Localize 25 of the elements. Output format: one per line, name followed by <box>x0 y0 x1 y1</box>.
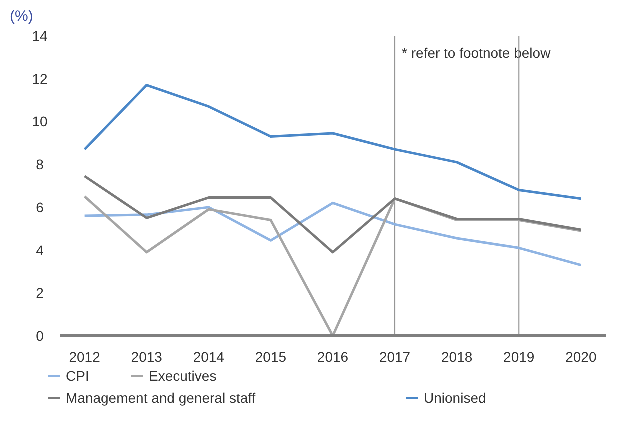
x-tick-label: 2012 <box>69 348 101 365</box>
line-series <box>84 175 582 254</box>
legend-label: Management and general staff <box>66 390 256 406</box>
line-series <box>84 84 582 200</box>
x-tick-label: 2013 <box>131 348 163 365</box>
x-tick-label: 2014 <box>193 348 225 365</box>
y-tick-label: 12 <box>32 70 48 87</box>
y-tick-label: 4 <box>36 242 44 258</box>
x-tick-label: 2019 <box>504 348 535 365</box>
y-tick-label: 8 <box>36 156 44 173</box>
x-tick-label: 2020 <box>566 348 597 365</box>
x-tick-label: 2016 <box>317 348 349 365</box>
x-tick-label: 2015 <box>255 348 287 365</box>
line-series <box>84 202 582 267</box>
x-tick-label: 2018 <box>442 348 473 365</box>
legend-label: CPI <box>66 368 90 384</box>
y-tick-label: 14 <box>32 28 48 44</box>
y-tick-label: 10 <box>32 114 48 130</box>
legend-label: Executives <box>149 368 217 384</box>
legend-label: Unionised <box>424 390 486 406</box>
y-tick-label: 2 <box>36 285 44 302</box>
y-axis-title: (%) <box>10 8 34 26</box>
y-tick-label: 6 <box>36 199 44 216</box>
x-tick-label: 2017 <box>379 348 411 365</box>
y-tick-label: 0 <box>36 328 44 344</box>
